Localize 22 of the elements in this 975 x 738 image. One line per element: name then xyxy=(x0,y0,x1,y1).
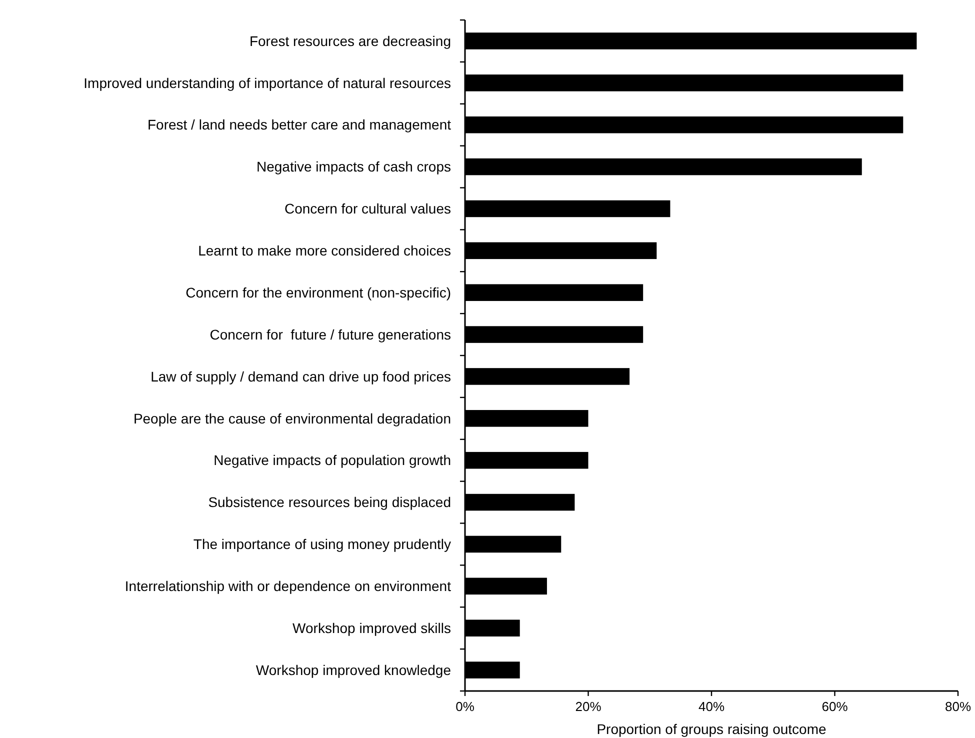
x-tick-label: 20% xyxy=(575,699,602,714)
y-tick-label: Interrelationship with or dependence on environment xyxy=(124,578,452,594)
x-tick-label: 60% xyxy=(822,699,848,714)
y-tick-label: Law of supply / demand can drive up food prices xyxy=(150,368,451,384)
y-tick-label: Workshop improved skills xyxy=(292,620,451,636)
y-tick-label: Forest resources are decreasing xyxy=(249,32,451,49)
y-tick-label: Negative impacts of population growth xyxy=(214,452,451,468)
y-tick-label: The importance of using money prudently xyxy=(193,536,451,552)
y-tick-label: Forest / land needs better care and management xyxy=(147,116,452,133)
y-tick-label: Learnt to make more considered choices xyxy=(198,242,451,259)
y-tick-label: People are the cause of environmental degradation xyxy=(133,410,451,426)
y-tick-label: Concern for cultural values xyxy=(284,200,451,217)
x-tick-label: 40% xyxy=(698,699,725,714)
x-axis-title: Proportion of groups raising outcome xyxy=(596,721,826,737)
y-tick-label: Negative impacts of cash crops xyxy=(256,158,451,175)
y-tick-label: Concern for future / future generations xyxy=(210,326,451,342)
y-tick-label: Workshop improved knowledge xyxy=(256,662,452,678)
y-tick-label: Subsistence resources being displaced xyxy=(208,494,451,510)
x-tick-label: 80% xyxy=(944,699,972,714)
y-tick-label: Concern for the environment (non-specific) xyxy=(186,284,451,300)
y-tick-label: Improved understanding of importance of natural resources xyxy=(84,74,451,91)
x-tick-label: 0% xyxy=(456,699,475,714)
